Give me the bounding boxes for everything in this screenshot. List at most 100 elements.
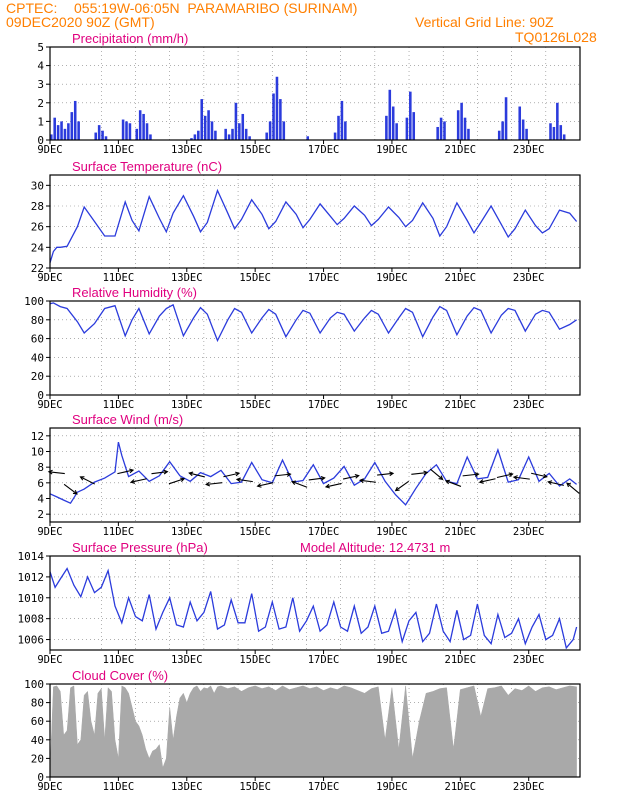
precip-bar xyxy=(405,117,409,140)
precip-bar xyxy=(443,121,446,140)
panel-title: Surface Wind (m/s) xyxy=(72,412,183,427)
y-tick-label: 0 xyxy=(37,389,44,402)
wind-arrow xyxy=(411,470,429,476)
x-tick-label: 17DEC xyxy=(308,399,340,411)
precip-bar xyxy=(385,115,388,140)
wind-arrow-head xyxy=(47,469,53,475)
wind-arrow-head xyxy=(444,479,451,485)
y-tick-label: 10 xyxy=(31,446,44,459)
panel-3: Relative Humidity (%) 0 20 40 60 80 100 9DEC 11D… xyxy=(24,285,581,411)
panel-6: Cloud Cover (%) 0 20 40 60 80 100 9DEC 11DEC 13DE… xyxy=(24,668,581,793)
precip-bar xyxy=(234,102,238,140)
y-tick-label: 8 xyxy=(37,461,44,474)
panel-grid xyxy=(50,301,581,395)
y-tick-label: 4 xyxy=(37,493,44,506)
y-tick-label: 24 xyxy=(31,241,45,254)
series-line xyxy=(49,302,577,343)
x-tick-label: 19DEC xyxy=(376,654,408,666)
precip-bar xyxy=(559,125,563,140)
precip-bar xyxy=(556,102,559,140)
x-tick-label: 23DEC xyxy=(513,399,545,411)
y-tick-label: 20 xyxy=(31,370,44,383)
wind-arrow-shaft xyxy=(496,473,513,479)
wind-arrow-head xyxy=(354,473,360,479)
precip-bar xyxy=(138,110,142,140)
precip-bar xyxy=(135,128,139,140)
panel-title: Surface Temperature (nC) xyxy=(72,159,222,174)
wind-arrow xyxy=(478,478,496,484)
panel-grid xyxy=(50,428,581,522)
x-tick-label: 19DEC xyxy=(376,781,408,793)
precip-bar xyxy=(241,113,245,140)
x-tick-label: 13DEC xyxy=(171,399,203,411)
wind-arrow-head xyxy=(358,478,364,484)
wind-arrow-head xyxy=(286,472,292,477)
y-tick-label: 2 xyxy=(37,508,44,521)
x-tick-label: 21DEC xyxy=(445,399,477,411)
precip-bar xyxy=(456,110,460,140)
wind-arrow-shaft xyxy=(411,472,428,475)
x-tick-label: 17DEC xyxy=(308,526,340,538)
wind-arrow xyxy=(429,468,444,481)
precip-bar xyxy=(337,115,340,140)
precip-bar xyxy=(142,113,145,140)
precip-bar xyxy=(395,123,398,140)
x-tick-label: 17DEC xyxy=(308,654,340,666)
wind-arrow-head xyxy=(566,482,572,488)
wind-arrow-shaft xyxy=(445,480,462,487)
x-tick-label: 11DEC xyxy=(103,399,135,411)
precip-bar xyxy=(268,121,272,140)
precip-bar xyxy=(552,126,556,140)
precip-bar xyxy=(128,123,132,140)
wind-arrow-shaft xyxy=(291,481,308,488)
wind-arrow-head xyxy=(508,472,514,478)
wind-arrow xyxy=(308,475,326,481)
precip-bar xyxy=(94,132,98,140)
wind-arrow-head xyxy=(79,476,85,481)
wind-arrow-head xyxy=(512,475,518,480)
y-tick-label: 22 xyxy=(31,262,44,275)
precip-bar xyxy=(265,132,268,140)
x-tick-label: 23DEC xyxy=(513,654,545,666)
x-tick-label: 19DEC xyxy=(376,272,408,284)
precip-bar xyxy=(282,121,286,140)
wind-arrow-shaft xyxy=(117,469,134,475)
y-tick-label: 80 xyxy=(31,314,44,327)
x-tick-label: 11DEC xyxy=(103,526,135,538)
y-tick-label: 4 xyxy=(37,60,44,73)
precip-bar xyxy=(306,136,310,140)
panel-grid xyxy=(50,556,581,650)
wind-arrow-head xyxy=(129,468,135,474)
precip-bar xyxy=(210,121,214,140)
x-tick-label: 13DEC xyxy=(171,272,203,284)
panel-grid xyxy=(50,47,581,140)
wind-arrow-head xyxy=(180,477,186,483)
wind-arrow-shaft xyxy=(377,472,394,476)
precip-bar xyxy=(497,130,501,140)
y-tick-label: 60 xyxy=(31,333,44,346)
y-tick-label: 28 xyxy=(31,200,44,213)
wind-arrow xyxy=(512,475,530,480)
wind-arrow-head xyxy=(320,475,326,481)
y-tick-label: 26 xyxy=(31,221,44,234)
precip-bar xyxy=(53,117,56,140)
wind-arrow-head xyxy=(547,480,553,485)
precip-bar xyxy=(238,123,241,140)
wind-arrow-head xyxy=(324,483,330,489)
precip-bar xyxy=(460,102,463,140)
x-tick-label: 23DEC xyxy=(513,781,545,793)
precip-bar xyxy=(125,121,128,140)
wind-arrow-shaft xyxy=(566,482,580,494)
precip-bar xyxy=(279,99,282,140)
precip-bar xyxy=(275,76,279,140)
wind-arrow-head xyxy=(474,472,480,477)
wind-arrow xyxy=(324,482,342,489)
precip-bar xyxy=(436,126,439,140)
x-tick-label: 17DEC xyxy=(308,144,340,156)
y-tick-label: 30 xyxy=(31,179,44,192)
precip-bar xyxy=(70,112,74,140)
panel-title: Surface Pressure (hPa) xyxy=(72,540,208,555)
wind-arrow-shaft xyxy=(168,478,185,485)
y-tick-label: 1 xyxy=(37,115,44,128)
